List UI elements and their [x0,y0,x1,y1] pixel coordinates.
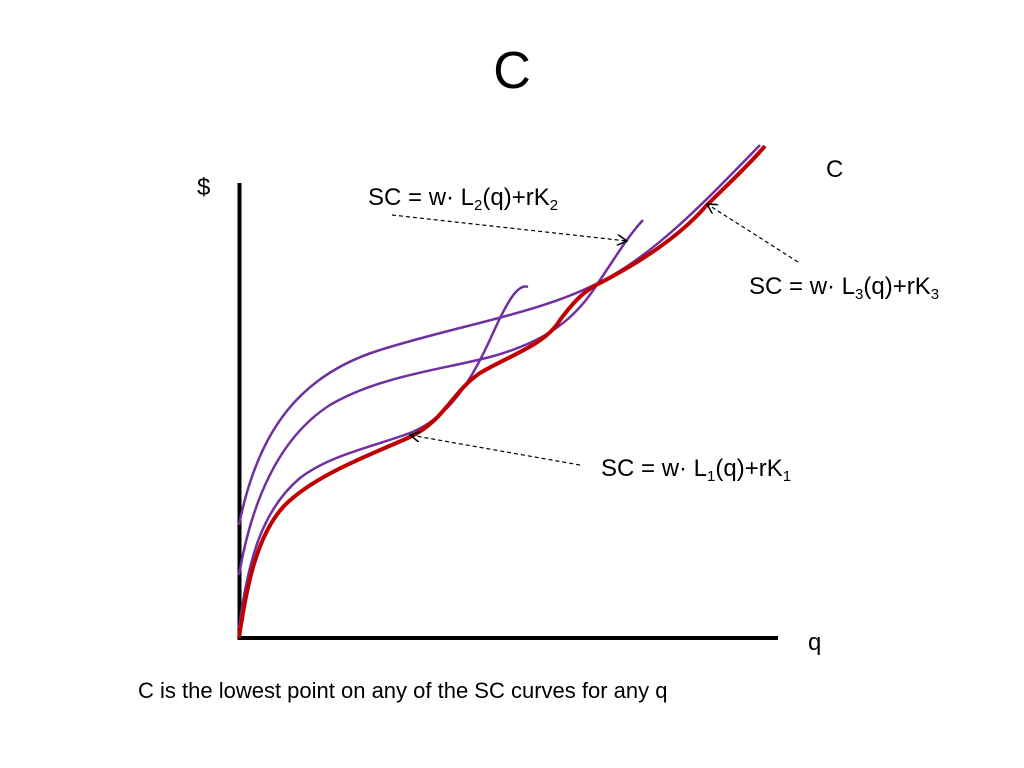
sc1-label: SC = w· L1(q)+rK1 [601,455,792,485]
caption: C is the lowest point on any of the SC c… [138,678,668,703]
sc2-curve [237,219,644,576]
envelope-curve-c [237,144,767,639]
sc3-curve [237,144,761,526]
sc3-pointer-arrow [707,204,799,263]
y-axis-label: $ [197,174,211,201]
sc2-label: SC = w· L2(q)+rK2 [368,184,559,214]
sc1-curve [237,285,529,629]
sc1-pointer-arrow [410,435,581,466]
sc2-pointer-arrow [391,214,627,241]
sc3-label: SC = w· L3(q)+rK3 [749,273,940,303]
slide-title: C [493,42,531,100]
x-axis-label: q [808,629,822,656]
envelope-curve-label: C [826,156,844,183]
